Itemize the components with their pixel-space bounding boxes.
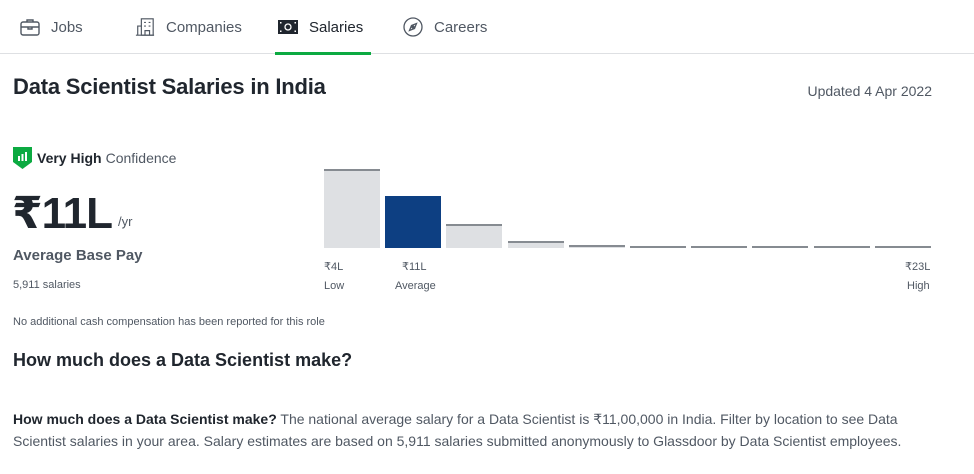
tab-label: Careers [434, 18, 488, 36]
average-pay-label: Average Base Pay [13, 247, 143, 264]
salary-distribution-chart [324, 160, 933, 248]
confidence-word: Confidence [105, 150, 177, 166]
tab-companies[interactable]: Companies [135, 0, 242, 54]
faq-paragraph: How much does a Data Scientist make? The… [13, 408, 953, 452]
high-value: ₹23L [905, 261, 931, 273]
histogram-bar [324, 169, 380, 248]
low-value: ₹4L [324, 261, 344, 273]
faq-heading: How much does a Data Scientist make? [13, 350, 353, 370]
histogram-bar [385, 196, 441, 248]
top-navigation: Jobs Companies Salaries Careers [0, 0, 974, 55]
tab-salaries[interactable]: Salaries [274, 0, 372, 55]
tab-label: Companies [166, 18, 242, 36]
salary-count: 5,911 salaries [13, 279, 81, 291]
tab-label: Jobs [51, 18, 83, 36]
average-caption: Average [395, 280, 436, 292]
confidence-badge: Very High Confidence [13, 147, 176, 169]
histogram-bar [446, 224, 502, 248]
faq-body: The national average salary for a Data S… [13, 411, 902, 449]
compass-icon [403, 17, 423, 37]
page-title: Data Scientist Salaries in India [13, 74, 326, 99]
histogram-bar [752, 246, 808, 248]
average-value: ₹11L [402, 261, 427, 273]
briefcase-icon [20, 17, 40, 37]
histogram-bar [814, 246, 870, 248]
histogram-bar [569, 245, 625, 248]
histogram-bar [691, 246, 747, 248]
building-icon [135, 17, 155, 37]
tab-careers[interactable]: Careers [403, 0, 487, 54]
histogram-bar [875, 246, 931, 248]
faq-lead: How much does a Data Scientist make? [13, 411, 277, 427]
histogram-bar [630, 246, 686, 248]
compensation-note: No additional cash compensation has been… [13, 316, 325, 328]
confidence-shield-icon [13, 147, 32, 169]
low-caption: Low [324, 280, 345, 292]
high-caption: High [907, 280, 930, 292]
confidence-level: Very High [37, 150, 102, 166]
updated-date: Updated 4 Apr 2022 [807, 83, 932, 99]
money-icon [278, 17, 298, 37]
tab-label: Salaries [309, 18, 364, 36]
pay-unit: /yr [118, 214, 133, 229]
average-pay-amount: ₹11L [12, 189, 113, 238]
tab-jobs[interactable]: Jobs [20, 0, 83, 54]
histogram-bar [508, 241, 564, 248]
